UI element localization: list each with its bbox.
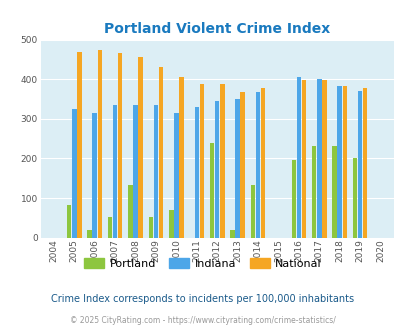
- Bar: [77, 52, 81, 238]
- Bar: [97, 50, 102, 238]
- Bar: [362, 87, 367, 238]
- Bar: [194, 107, 198, 238]
- Bar: [209, 143, 214, 238]
- Bar: [72, 109, 77, 238]
- Bar: [357, 91, 362, 238]
- Bar: [260, 88, 265, 238]
- Bar: [255, 92, 260, 238]
- Text: Crime Index corresponds to incidents per 100,000 inhabitants: Crime Index corresponds to incidents per…: [51, 294, 354, 304]
- Bar: [291, 160, 295, 238]
- Bar: [153, 105, 158, 238]
- Bar: [332, 146, 336, 238]
- Bar: [240, 92, 244, 238]
- Bar: [174, 113, 178, 238]
- Bar: [352, 158, 356, 238]
- Text: © 2025 CityRating.com - https://www.cityrating.com/crime-statistics/: © 2025 CityRating.com - https://www.city…: [70, 316, 335, 325]
- Bar: [158, 67, 163, 238]
- Bar: [148, 217, 153, 238]
- Bar: [168, 210, 173, 238]
- Bar: [301, 81, 305, 238]
- Bar: [67, 205, 71, 238]
- Bar: [337, 85, 341, 238]
- Bar: [179, 77, 183, 238]
- Bar: [128, 185, 132, 238]
- Bar: [107, 217, 112, 238]
- Bar: [296, 77, 301, 238]
- Bar: [235, 99, 239, 238]
- Bar: [342, 86, 346, 238]
- Legend: Portland, Indiana, National: Portland, Indiana, National: [79, 254, 326, 273]
- Bar: [214, 101, 219, 238]
- Bar: [138, 57, 143, 238]
- Bar: [316, 79, 321, 238]
- Bar: [311, 146, 315, 238]
- Bar: [118, 53, 122, 238]
- Bar: [133, 105, 137, 238]
- Bar: [321, 80, 326, 238]
- Bar: [220, 84, 224, 238]
- Bar: [250, 185, 255, 238]
- Bar: [199, 84, 204, 238]
- Bar: [113, 105, 117, 238]
- Bar: [92, 113, 97, 238]
- Bar: [230, 230, 234, 238]
- Bar: [87, 230, 92, 238]
- Title: Portland Violent Crime Index: Portland Violent Crime Index: [104, 22, 330, 36]
